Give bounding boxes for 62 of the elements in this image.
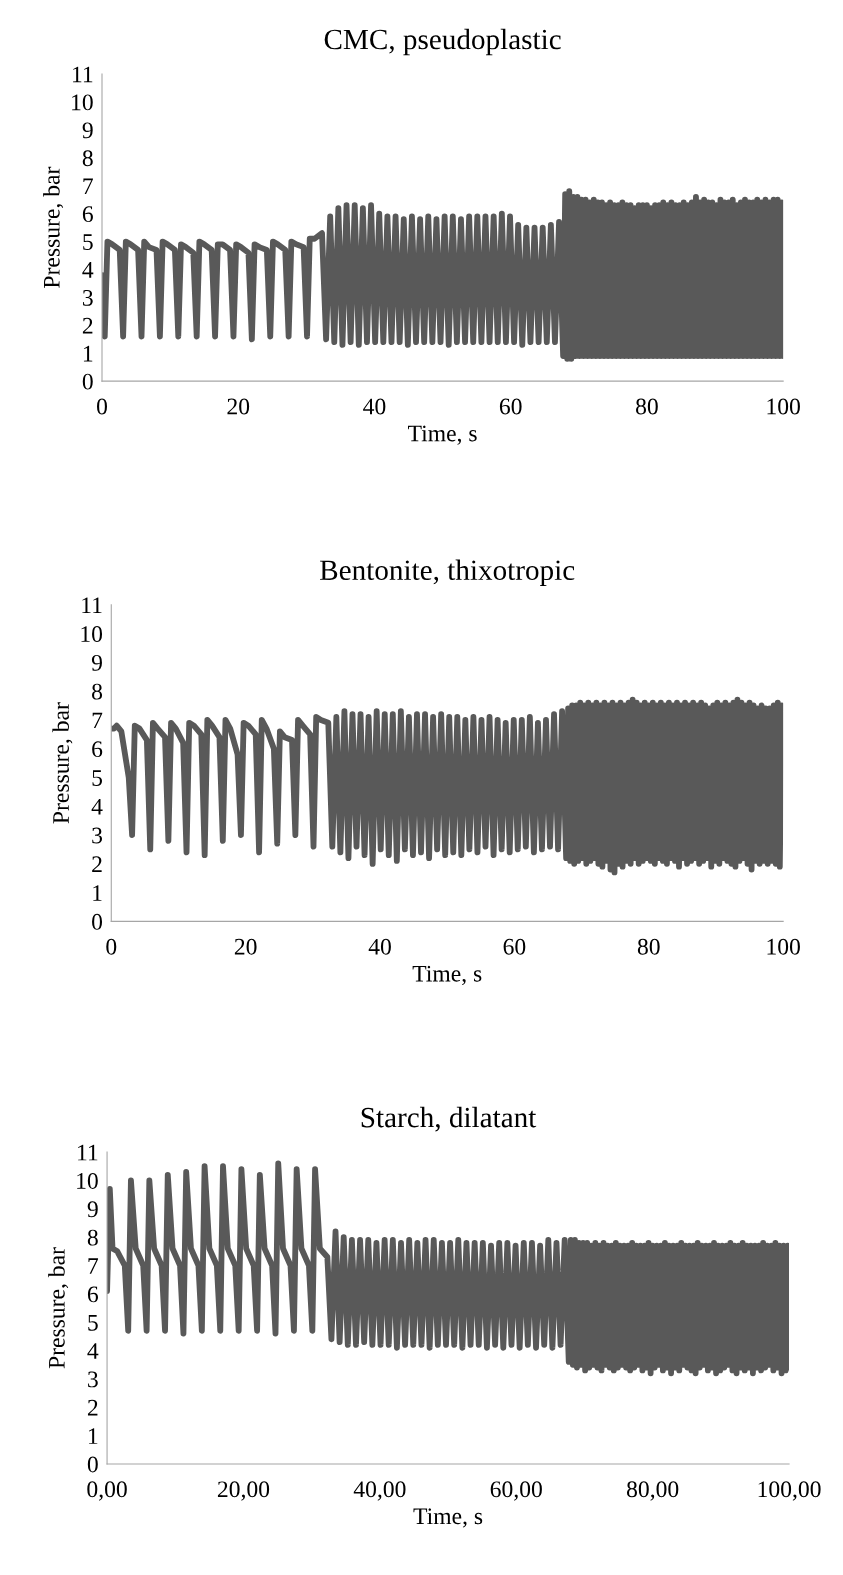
x-tick-label: 60 xyxy=(499,398,522,415)
y-tick-label: 0 xyxy=(82,373,93,390)
x-tick-label: 80 xyxy=(637,938,660,955)
y-tick-label: 6 xyxy=(82,206,93,223)
chart-title: CMC, pseudoplastic xyxy=(324,28,561,56)
y-tick-label: 1 xyxy=(83,345,93,362)
y-tick-label: 10 xyxy=(72,94,93,111)
y-tick-label: 1 xyxy=(89,1428,98,1444)
y-tick-label: 5 xyxy=(92,770,103,786)
x-tick-label: 40 xyxy=(368,938,391,955)
x-tick-label: 20 xyxy=(227,398,250,415)
y-tick-label: 9 xyxy=(87,1201,98,1218)
y-tick-label: 11 xyxy=(73,66,93,83)
x-tick-label: 80 xyxy=(636,398,658,415)
y-tick-label: 8 xyxy=(92,683,103,700)
y-tick-label: 2 xyxy=(87,1399,98,1416)
y-tick-label: 11 xyxy=(78,1144,98,1161)
y-tick-label: 8 xyxy=(82,150,93,167)
y-tick-label: 0 xyxy=(92,913,103,930)
y-tick-label: 10 xyxy=(81,626,103,642)
y-tick-label: 3 xyxy=(92,827,103,844)
x-axis-title: Time, s xyxy=(413,1508,483,1528)
y-tick-label: 9 xyxy=(82,122,93,139)
y-tick-label: 7 xyxy=(92,712,103,729)
y-tick-label: 4 xyxy=(87,1343,99,1359)
y-axis-title: Pressure, bar xyxy=(52,702,73,824)
y-tick-label: 5 xyxy=(88,1314,98,1331)
x-tick-label: 0 xyxy=(106,938,117,955)
y-tick-label: 7 xyxy=(83,178,93,194)
y-tick-label: 4 xyxy=(91,798,103,815)
x-tick-label: 20 xyxy=(234,938,257,955)
x-tick-label: 20,00 xyxy=(217,1481,270,1501)
x-axis-title: Time, s xyxy=(412,965,482,986)
y-tick-label: 2 xyxy=(92,856,102,873)
y-tick-label: 8 xyxy=(87,1229,98,1246)
y-tick-label: 3 xyxy=(82,289,93,306)
x-tick-label: 100 xyxy=(767,398,800,415)
chart-title: Starch, dilatant xyxy=(361,1106,537,1132)
x-tick-label: 40,00 xyxy=(353,1481,406,1501)
x-tick-label: 60 xyxy=(503,938,526,955)
y-tick-label: 10 xyxy=(77,1172,98,1189)
y-tick-label: 11 xyxy=(82,597,102,613)
y-axis-title: Pressure, bar xyxy=(48,1247,69,1369)
x-tick-label: 100,00 xyxy=(758,1481,821,1501)
y-tick-label: 7 xyxy=(88,1258,99,1274)
y-tick-label: 0 xyxy=(87,1456,98,1473)
x-tick-label: 40 xyxy=(363,398,386,415)
x-tick-label: 0,00 xyxy=(87,1481,127,1501)
y-tick-label: 3 xyxy=(88,1371,98,1388)
y-tick-label: 1 xyxy=(93,885,102,901)
y-tick-label: 2 xyxy=(82,317,93,334)
y-tick-label: 9 xyxy=(91,654,102,671)
chart-title: Bentonite, thixotropic xyxy=(320,559,575,587)
x-tick-label: 100 xyxy=(767,938,800,955)
y-tick-label: 6 xyxy=(92,741,103,758)
y-tick-label: 5 xyxy=(83,234,93,250)
y-tick-label: 6 xyxy=(87,1286,99,1303)
y-axis-title: Pressure, bar xyxy=(43,166,64,288)
x-axis-title: Time, s xyxy=(408,425,477,445)
x-tick-label: 60,00 xyxy=(490,1481,542,1501)
x-tick-label: 80,00 xyxy=(626,1481,679,1501)
y-tick-label: 4 xyxy=(82,262,94,278)
